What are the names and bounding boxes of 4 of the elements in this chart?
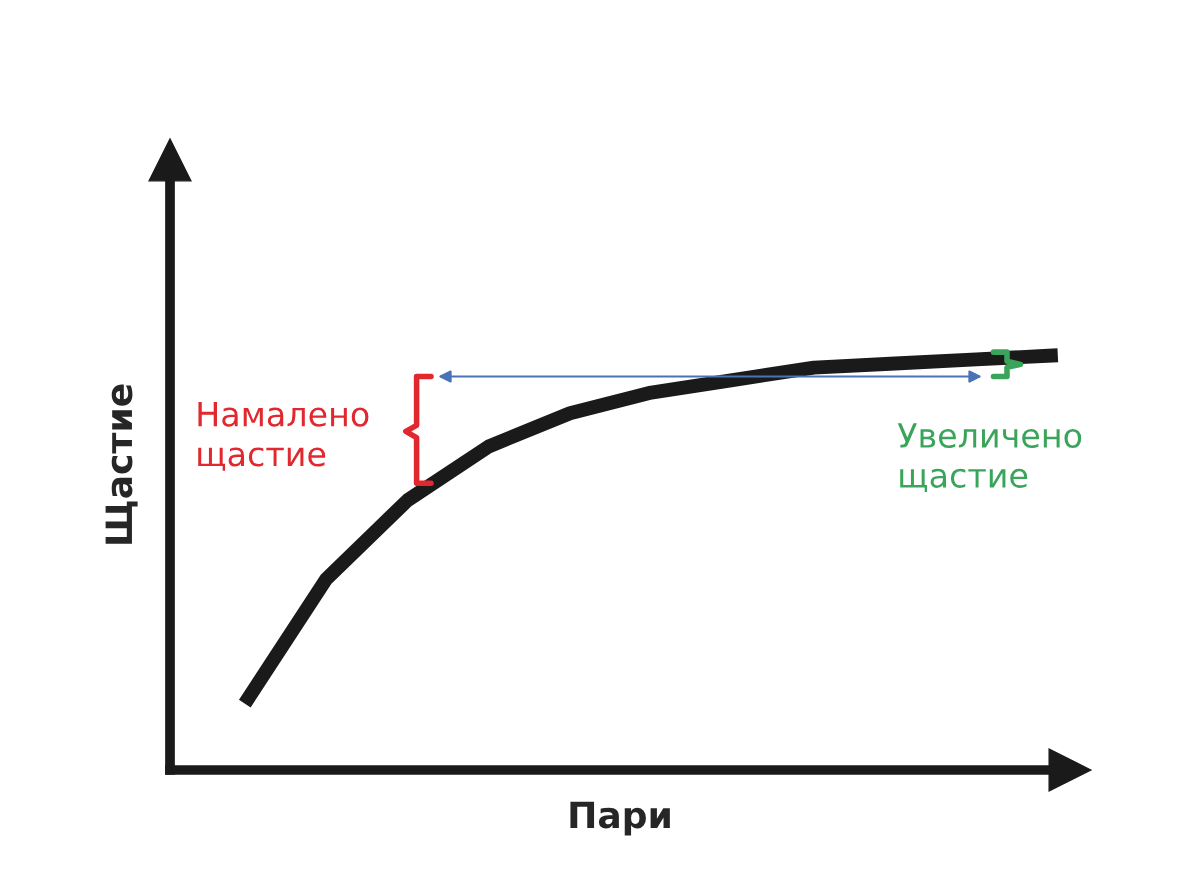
annotation: Увеличено щастие: [897, 423, 1082, 493]
x-axis-title: Пари: [570, 801, 670, 836]
annotation: Намалено щастие: [198, 401, 369, 471]
y-axis-title: Щастие: [105, 384, 138, 544]
